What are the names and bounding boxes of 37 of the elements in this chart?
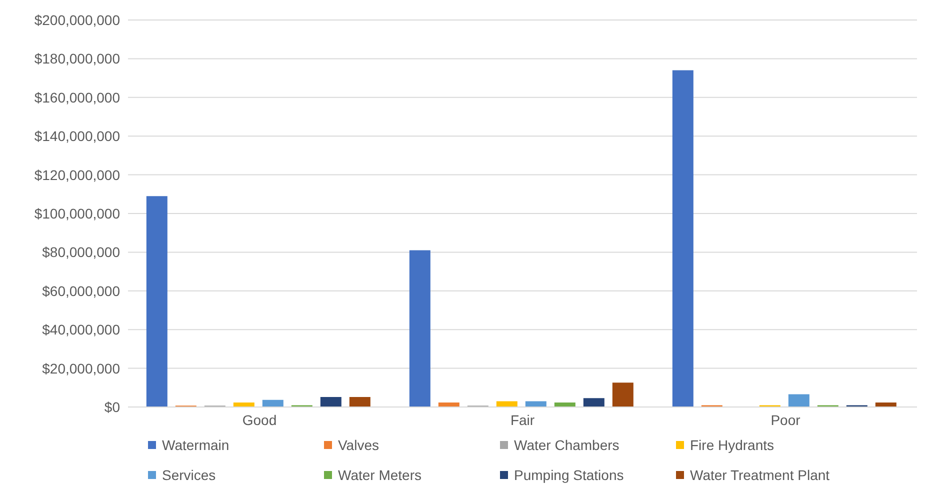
y-tick-label: $20,000,000 [42,360,120,376]
bar [320,396,342,407]
bar [349,396,370,407]
y-tick-label: $200,000,000 [34,12,120,28]
bar [788,394,810,407]
bar [233,402,254,407]
bar [262,400,284,407]
y-tick-label: $100,000,000 [34,205,120,222]
y-tick-label: $160,000,000 [34,89,120,106]
bar [612,382,634,407]
legend-label: Water Meters [338,467,422,483]
bar [672,70,694,407]
x-tick-label: Fair [510,412,535,428]
bar [583,398,604,407]
y-tick-label: $60,000,000 [42,282,120,299]
legend-label: Water Chambers [514,437,620,453]
x-tick-label: Poor [770,412,801,428]
legend-label: Watermain [162,437,230,453]
y-tick-label: $140,000,000 [34,128,120,144]
bar [875,402,896,407]
y-tick-label: $80,000,000 [42,244,120,260]
legend-label: Water Treatment Plant [690,467,830,483]
legend-label: Fire Hydrants [690,437,774,453]
legend-label: Services [162,467,216,483]
bar [496,401,518,407]
x-tick-label: Good [242,412,277,428]
bar [525,401,546,407]
y-tick-label: $40,000,000 [42,322,120,338]
bar [438,402,460,407]
legend-label: Pumping Stations [514,467,624,483]
y-tick-label: $0 [104,398,120,415]
bar [554,402,576,407]
y-tick-label: $120,000,000 [34,166,120,183]
y-tick-label: $180,000,000 [34,50,120,67]
bar [146,196,168,407]
legend-label: Valves [338,437,379,453]
bar [409,250,430,407]
